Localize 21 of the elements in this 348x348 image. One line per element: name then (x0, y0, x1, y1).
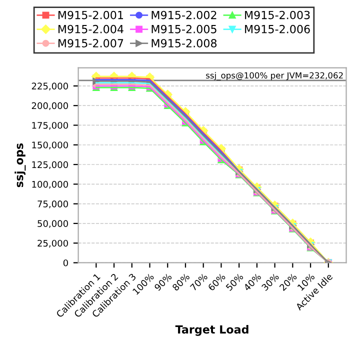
y-tick-label: 225,000 (32, 82, 68, 90)
legend-label: M915-2.003 (245, 10, 310, 20)
legend-label: M915-2.008 (152, 39, 217, 48)
y-tick-label: 175,000 (32, 122, 68, 130)
y-tick-label: 125,000 (32, 161, 68, 169)
y-tick-label: 75,000 (38, 200, 68, 208)
y-tick-label: 100,000 (32, 180, 68, 189)
y-tick-label: 150,000 (32, 142, 68, 150)
ref-line-label: ssj_ops@100% per JVM=232,062 (206, 72, 343, 80)
legend-label: M915-2.007 (58, 39, 124, 48)
y-axis-title: ssj_ops (14, 143, 26, 188)
x-axis-title: Target Load (175, 325, 248, 336)
legend-label: M915-2.001 (58, 10, 123, 20)
y-tick-label: 50,000 (38, 220, 68, 228)
y-tick-label: 0 (63, 259, 68, 266)
legend-label: M915-2.005 (152, 24, 216, 34)
legend-label: M915-2.006 (245, 24, 310, 34)
legend-label: M915-2.004 (58, 24, 124, 34)
y-tick-label: 25,000 (38, 240, 68, 248)
legend-label: M915-2.002 (152, 10, 216, 20)
y-tick-label: 200,000 (32, 102, 68, 110)
